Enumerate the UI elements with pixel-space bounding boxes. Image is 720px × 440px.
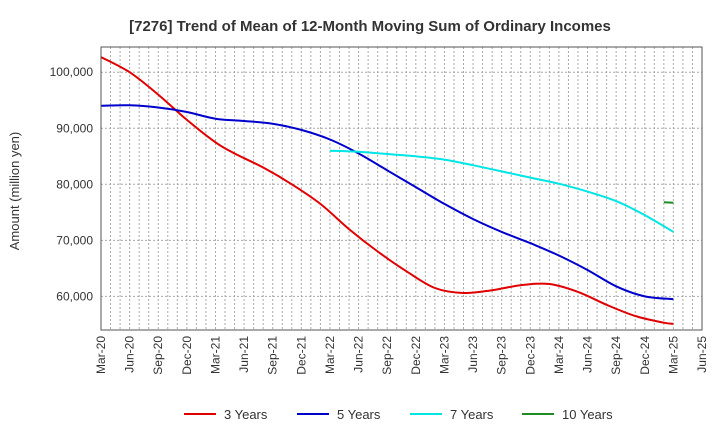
y-axis-label: Amount (million yen): [7, 132, 22, 251]
x-tick-label: Jun-21: [237, 336, 251, 373]
y-tick-label: 80,000: [56, 177, 93, 191]
y-tick-label: 100,000: [50, 65, 94, 79]
x-tick-label: Jun-25: [695, 336, 709, 373]
x-tick-label: Dec-20: [180, 336, 194, 375]
legend-label-3-years: 3 Years: [224, 407, 268, 422]
x-tick-label: Mar-21: [208, 336, 222, 374]
x-tick-label: Sep-24: [609, 336, 623, 375]
chart-title: [7276] Trend of Mean of 12-Month Moving …: [129, 18, 611, 35]
y-tick-labels: 60,000 70,000 80,000 90,000 100,000: [50, 65, 94, 303]
x-tick-label: Sep-22: [380, 336, 394, 375]
series-lines: [100, 56, 674, 325]
grid-lines: [101, 47, 702, 330]
x-tick-label: Sep-23: [495, 336, 509, 375]
x-tick-label: Jun-20: [123, 336, 137, 373]
x-tick-label: Jun-22: [352, 336, 366, 373]
y-tick-label: 90,000: [56, 121, 93, 135]
series-line-5-years: [100, 104, 674, 301]
legend: 3 Years 5 Years 7 Years 10 Years: [184, 407, 613, 422]
x-tick-label: Mar-20: [94, 336, 108, 374]
x-tick-label: Mar-23: [437, 336, 451, 374]
plot-frame: [100, 46, 703, 331]
x-tick-label: Sep-21: [266, 336, 280, 375]
legend-label-5-years: 5 Years: [337, 407, 381, 422]
x-tick-label: Dec-23: [523, 336, 537, 375]
x-tick-label: Mar-22: [323, 336, 337, 374]
x-tick-labels: Mar-20 Jun-20 Sep-20 Dec-20 Mar-21 Jun-21 Sep-…: [94, 336, 709, 375]
series-line-3-years: [100, 56, 674, 325]
x-tick-label: Dec-24: [638, 336, 652, 375]
y-tick-label: 70,000: [56, 233, 93, 247]
series-line-10-years: [663, 201, 674, 204]
x-tick-label: Sep-20: [151, 336, 165, 375]
x-tick-label: Dec-22: [409, 336, 423, 375]
series-line-7-years: [329, 149, 674, 233]
x-tick-label: Mar-24: [552, 336, 566, 374]
x-tick-label: Mar-25: [666, 336, 680, 374]
x-tick-label: Jun-23: [466, 336, 480, 373]
x-tick-label: Jun-24: [581, 336, 595, 373]
x-tick-label: Dec-21: [294, 336, 308, 375]
legend-label-7-years: 7 Years: [450, 407, 494, 422]
legend-label-10-years: 10 Years: [562, 407, 613, 422]
y-tick-label: 60,000: [56, 289, 93, 303]
